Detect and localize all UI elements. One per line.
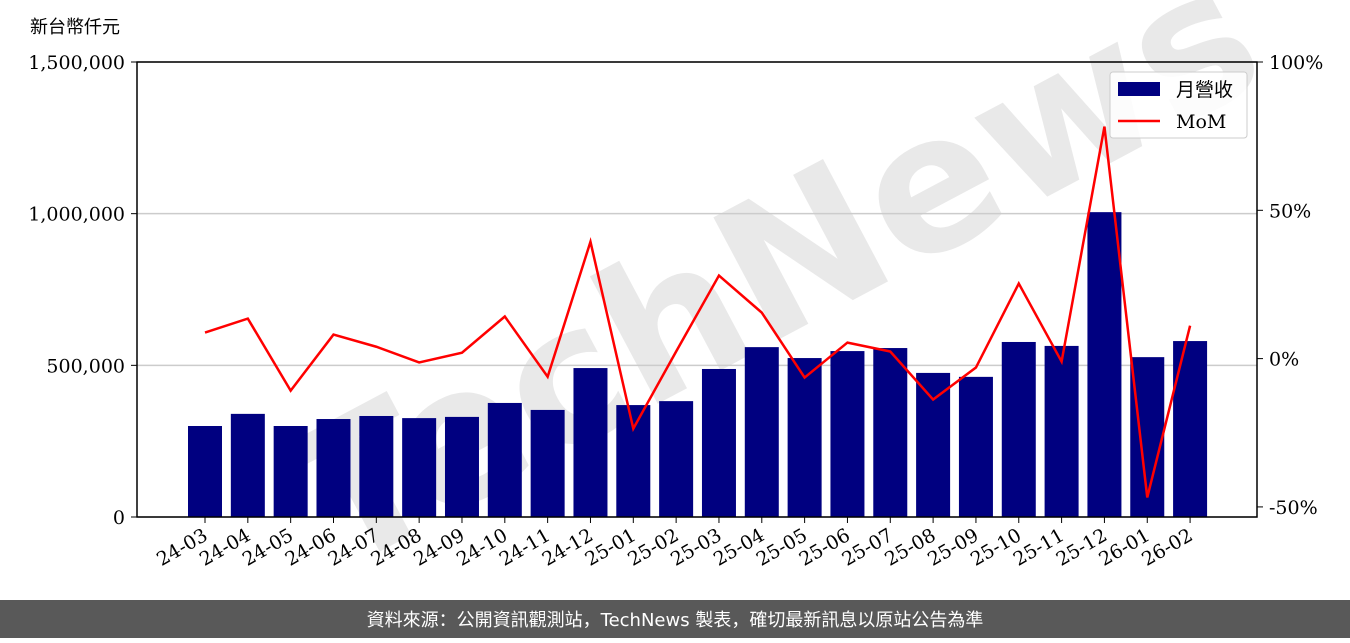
y2-tick-label: 0% bbox=[1269, 349, 1299, 371]
bar bbox=[1087, 212, 1122, 517]
bar bbox=[573, 368, 608, 517]
bar bbox=[188, 426, 222, 517]
y-tick-label: 1,500,000 bbox=[28, 52, 125, 74]
bar bbox=[402, 418, 437, 517]
bar bbox=[701, 368, 736, 517]
bar bbox=[659, 401, 694, 517]
bar bbox=[530, 409, 565, 517]
bar bbox=[316, 419, 351, 517]
bar bbox=[359, 415, 394, 517]
bar bbox=[958, 376, 993, 517]
x-tick-label: 26-02 bbox=[1138, 524, 1196, 570]
bar bbox=[1001, 341, 1036, 517]
bar bbox=[273, 426, 308, 517]
bar bbox=[873, 348, 908, 517]
footer-bar bbox=[0, 600, 1350, 638]
y2-tick-label: -50% bbox=[1269, 497, 1318, 519]
line bbox=[204, 126, 1192, 498]
bar bbox=[787, 358, 822, 517]
bar bbox=[1173, 341, 1208, 517]
y2-tick-label: 50% bbox=[1269, 200, 1311, 222]
bar bbox=[444, 416, 479, 517]
bar bbox=[1044, 345, 1079, 517]
bar bbox=[916, 372, 951, 517]
bar bbox=[230, 413, 265, 517]
bar bbox=[616, 405, 651, 517]
y-axis-label: 新台幣仟元 bbox=[30, 17, 120, 38]
bar bbox=[830, 351, 865, 517]
y2-tick-label: 100% bbox=[1269, 52, 1323, 74]
footer-text: 資料來源：公開資訊觀測站，TechNews 製表，確切最新訊息以原站公告為準 bbox=[367, 610, 984, 631]
bar bbox=[487, 402, 522, 517]
bar bbox=[744, 347, 779, 517]
plot-frame bbox=[136, 61, 1258, 518]
y-tick-label: 500,000 bbox=[46, 355, 125, 377]
legend-label: MoM bbox=[1176, 111, 1226, 133]
legend-label: 月營收 bbox=[1176, 79, 1233, 101]
legend-swatch bbox=[1118, 82, 1160, 96]
y-tick-label: 1,000,000 bbox=[28, 204, 125, 226]
y-tick-label: 0 bbox=[113, 507, 125, 529]
